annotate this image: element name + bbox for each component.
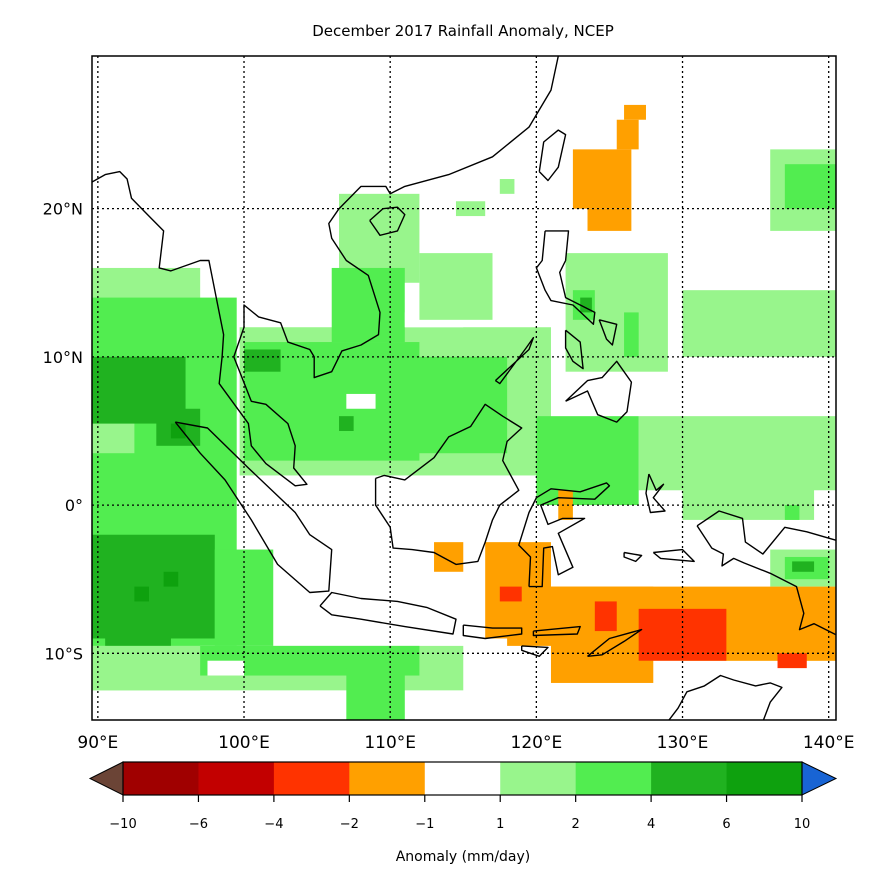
colorbar-swatch <box>575 762 652 795</box>
anomaly-cell <box>434 542 464 572</box>
y-tick-label: 0° <box>65 496 83 515</box>
coastline <box>645 473 666 514</box>
x-tick-label: 90°E <box>77 733 118 753</box>
coastline <box>174 421 333 594</box>
y-tick-labels: 20°N 10°N 0° 10°S <box>43 200 83 664</box>
coastline <box>374 403 523 566</box>
anomaly-cell <box>455 201 486 217</box>
x-tick-label: 100°E <box>218 733 270 753</box>
coastline <box>623 551 643 563</box>
anomaly-cell <box>638 416 836 491</box>
anomaly-cell <box>784 164 836 209</box>
colorbar-label: Anomaly (mm/day) <box>396 849 531 865</box>
anomaly-cell <box>207 660 245 676</box>
coastline <box>587 628 643 657</box>
colorbar-tick-label: 6 <box>722 817 730 832</box>
anomaly-cell <box>244 349 281 372</box>
coastline <box>92 56 559 487</box>
anomaly-cell <box>580 297 592 313</box>
colorbar-swatch <box>424 762 501 795</box>
coastline <box>652 548 695 563</box>
y-tick-label: 10°S <box>44 644 83 663</box>
colorbar-swatch <box>273 762 350 795</box>
anomaly-cell <box>134 586 150 602</box>
colorbar-tick-label: −1 <box>415 817 434 832</box>
colorbar-swatch <box>651 762 728 795</box>
anomaly-cell <box>536 416 639 506</box>
colorbar-under-extension <box>88 761 124 796</box>
colorbar-tick-label: 4 <box>647 817 655 832</box>
anomaly-cell <box>339 416 354 431</box>
colorbar-swatch <box>123 762 199 795</box>
colorbar-swatch <box>349 762 426 795</box>
anomaly-cell <box>287 356 508 454</box>
coastline <box>532 625 581 637</box>
colorbar-tick-label: 2 <box>572 817 580 832</box>
anomaly-cell <box>784 505 800 520</box>
anomaly-cell <box>624 312 639 357</box>
anomaly-cell <box>594 601 617 632</box>
colorbar-swatch <box>500 762 577 795</box>
x-tick-labels: 90°E 100°E 110°E 120°E 130°E 140°E <box>77 733 854 753</box>
colorbar: −10 −6 −4 −2 −1 1 2 4 6 10 <box>88 761 838 832</box>
colorbar-outline <box>122 761 803 796</box>
anomaly-cell <box>346 393 376 409</box>
coastline <box>668 674 783 720</box>
coastline <box>521 645 549 657</box>
anomaly-cell <box>346 668 405 720</box>
anomaly-cell <box>558 490 573 520</box>
anomaly-cell <box>499 179 515 194</box>
anomaly-cell <box>331 267 405 343</box>
x-tick-label: 110°E <box>364 733 416 753</box>
plot-frame <box>91 55 837 721</box>
colorbar-swatch <box>198 762 275 795</box>
coastline <box>564 329 584 370</box>
colorbar-swatch <box>726 762 803 795</box>
coastline <box>565 360 633 423</box>
anomaly-cell <box>92 423 135 454</box>
y-tick-label: 20°N <box>43 200 83 219</box>
colorbar-tick-label: −4 <box>264 817 283 832</box>
anomaly-cell <box>499 586 522 602</box>
y-tick-label: 10°N <box>43 348 83 367</box>
anomaly-cell <box>587 208 632 231</box>
coastline <box>538 129 567 182</box>
anomaly-cell <box>572 149 632 209</box>
coastline <box>598 319 618 346</box>
anomaly-cell <box>170 423 186 439</box>
anomaly-cell <box>792 561 815 572</box>
anomaly-cell <box>105 616 171 646</box>
anomaly-cell <box>616 119 639 150</box>
colorbar-tick-label: −6 <box>189 817 208 832</box>
anomaly-cell <box>419 253 493 320</box>
colorbar-tick-label: −10 <box>109 817 136 832</box>
colorbar-tick-label: 1 <box>496 817 504 832</box>
anomaly-cell <box>682 290 836 357</box>
map-title: December 2017 Rainfall Anomaly, NCEP <box>312 22 614 40</box>
gridlines <box>92 56 836 720</box>
colorbar-tick-label: 10 <box>794 817 811 832</box>
x-tick-label: 140°E <box>803 733 855 753</box>
x-tick-label: 130°E <box>657 733 709 753</box>
anomaly-cell <box>777 653 807 669</box>
colorbar-tick-label: −2 <box>340 817 359 832</box>
coastline <box>494 336 535 385</box>
anomaly-cell <box>163 571 179 587</box>
coastline <box>319 591 457 635</box>
colorbar-over-extension <box>801 761 838 796</box>
coastline <box>462 624 523 640</box>
coastline <box>696 510 836 636</box>
anomaly-cell <box>624 104 646 120</box>
x-tick-label: 120°E <box>511 733 563 753</box>
